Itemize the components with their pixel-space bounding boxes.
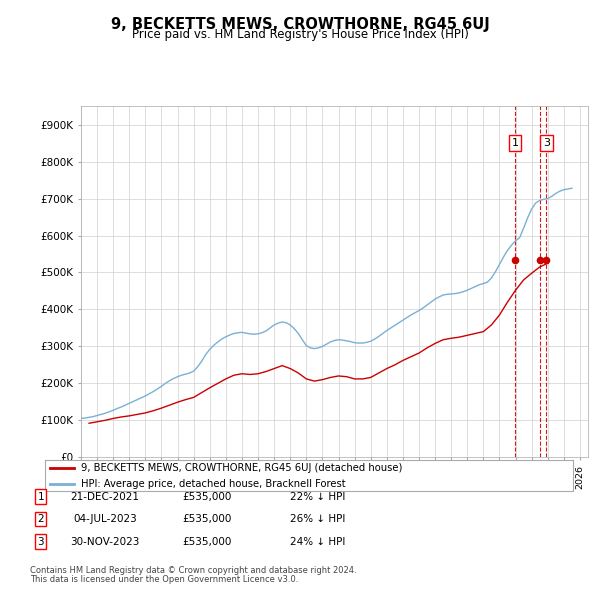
- Text: 9, BECKETTS MEWS, CROWTHORNE, RG45 6UJ: 9, BECKETTS MEWS, CROWTHORNE, RG45 6UJ: [110, 17, 490, 31]
- Text: HPI: Average price, detached house, Bracknell Forest: HPI: Average price, detached house, Brac…: [81, 479, 346, 489]
- Text: This data is licensed under the Open Government Licence v3.0.: This data is licensed under the Open Gov…: [30, 575, 298, 584]
- Text: 9, BECKETTS MEWS, CROWTHORNE, RG45 6UJ (detached house): 9, BECKETTS MEWS, CROWTHORNE, RG45 6UJ (…: [81, 463, 402, 473]
- Text: 21-DEC-2021: 21-DEC-2021: [71, 492, 139, 502]
- Text: £535,000: £535,000: [182, 514, 232, 524]
- Text: £535,000: £535,000: [182, 492, 232, 502]
- Text: 3: 3: [37, 537, 44, 546]
- Text: 22% ↓ HPI: 22% ↓ HPI: [290, 492, 346, 502]
- Text: 1: 1: [37, 492, 44, 502]
- Text: 26% ↓ HPI: 26% ↓ HPI: [290, 514, 346, 524]
- Text: 3: 3: [543, 138, 550, 148]
- Text: 30-NOV-2023: 30-NOV-2023: [70, 537, 140, 546]
- Text: 04-JUL-2023: 04-JUL-2023: [73, 514, 137, 524]
- Text: Contains HM Land Registry data © Crown copyright and database right 2024.: Contains HM Land Registry data © Crown c…: [30, 566, 356, 575]
- Text: £535,000: £535,000: [182, 537, 232, 546]
- Text: 24% ↓ HPI: 24% ↓ HPI: [290, 537, 346, 546]
- Text: Price paid vs. HM Land Registry's House Price Index (HPI): Price paid vs. HM Land Registry's House …: [131, 28, 469, 41]
- Text: 2: 2: [37, 514, 44, 524]
- Text: 1: 1: [511, 138, 518, 148]
